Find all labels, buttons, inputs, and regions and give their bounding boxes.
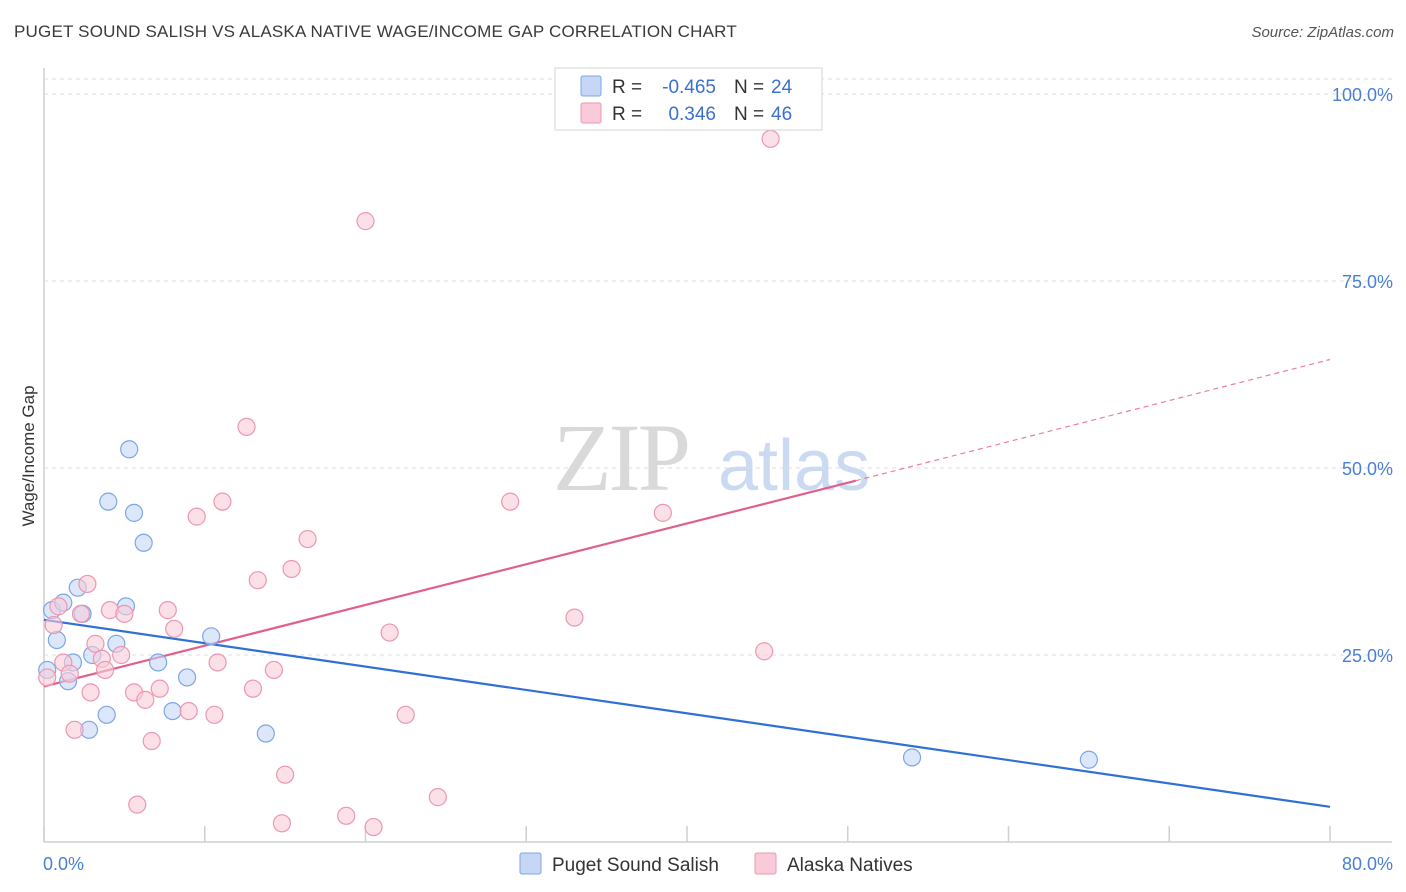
blue-point-16 xyxy=(134,533,153,552)
y-tick-label-3: 100.0% xyxy=(1332,85,1393,105)
pink-point-34 xyxy=(298,529,317,549)
pink-point-20 xyxy=(158,601,177,620)
blue-point-17 xyxy=(149,653,168,672)
pink-point-24 xyxy=(205,705,224,724)
pink-point-26 xyxy=(213,492,232,511)
pink-point-44 xyxy=(755,642,774,661)
legend-n-label-pink: N = xyxy=(734,104,769,125)
legend-r-label-pink: R = xyxy=(612,104,647,125)
pink-point-19 xyxy=(150,679,169,698)
legend: R = -0.465 N = 24 R = 0.346 N = 46 xyxy=(554,67,823,131)
pink-point-38 xyxy=(380,623,399,642)
blue-point-10 xyxy=(97,705,116,724)
pink-point-8 xyxy=(81,683,100,702)
x-tick-label-0: 0.0% xyxy=(43,854,84,874)
pink-point-29 xyxy=(248,571,267,590)
pink-point-30 xyxy=(264,660,283,680)
chart-title: PUGET SOUND SALISH VS ALASKA NATIVE WAGE… xyxy=(14,22,737,41)
blue-point-14 xyxy=(120,440,139,459)
pink-point-31 xyxy=(272,814,292,833)
pink-point-22 xyxy=(179,701,198,721)
data-points xyxy=(38,129,1098,837)
watermark-atlas: atlas xyxy=(718,426,870,506)
bottom-legend-label-pink: Alaska Natives xyxy=(787,855,913,876)
pink-point-17 xyxy=(136,690,155,709)
pink-trend-line xyxy=(43,479,857,688)
pink-point-18 xyxy=(142,731,161,751)
y-tick-label-0: 25.0% xyxy=(1342,646,1393,666)
legend-n-label-blue: N = xyxy=(734,77,769,98)
pink-point-9 xyxy=(86,634,105,653)
pink-point-32 xyxy=(276,765,295,784)
pink-point-36 xyxy=(356,212,375,231)
bottom-legend-swatch-blue xyxy=(519,852,542,875)
blue-point-11 xyxy=(99,492,118,511)
pink-point-27 xyxy=(237,417,256,436)
pink-point-39 xyxy=(396,705,415,724)
pink-point-35 xyxy=(337,806,356,825)
blue-point-2 xyxy=(47,630,66,650)
bottom-legend-swatch-pink xyxy=(754,852,777,875)
pink-point-13 xyxy=(112,645,131,665)
bottom-legend: Puget Sound Salish Alaska Natives xyxy=(519,852,913,876)
pink-point-40 xyxy=(428,788,447,807)
blue-point-21 xyxy=(256,724,275,743)
legend-r-label-blue: R = xyxy=(612,77,647,98)
trend-lines xyxy=(43,358,1331,808)
chart-source: Source: ZipAtlas.com xyxy=(1251,24,1394,41)
x-tick-label-1: 80.0% xyxy=(1342,854,1393,874)
pink-point-5 xyxy=(65,720,84,739)
legend-n-value-pink: 46 xyxy=(771,104,792,125)
pink-point-4 xyxy=(60,664,79,683)
bottom-legend-label-blue: Puget Sound Salish xyxy=(552,855,719,876)
y-tick-label-1: 50.0% xyxy=(1342,459,1393,479)
pink-point-41 xyxy=(501,492,520,511)
tick-labels: 25.0% 50.0% 75.0% 100.0% 0.0% 80.0% xyxy=(43,85,1393,874)
pink-point-23 xyxy=(187,507,206,526)
legend-swatch-blue xyxy=(580,75,602,97)
pink-point-45 xyxy=(761,129,780,148)
blue-point-19 xyxy=(177,668,197,687)
y-axis-label: Wage/Income Gap xyxy=(19,385,38,526)
legend-r-value-blue: -0.465 xyxy=(662,77,716,98)
pink-point-0 xyxy=(38,668,57,687)
pink-point-11 xyxy=(95,660,115,680)
blue-point-18 xyxy=(163,701,182,721)
pink-point-28 xyxy=(243,679,263,698)
blue-point-22 xyxy=(902,748,922,767)
gridlines xyxy=(44,78,1392,656)
y-tick-label-2: 75.0% xyxy=(1342,272,1393,292)
pink-point-37 xyxy=(364,817,383,837)
pink-point-16 xyxy=(128,795,147,814)
watermark: ZIP atlas xyxy=(553,404,870,511)
pink-point-1 xyxy=(44,615,63,635)
pink-point-21 xyxy=(165,619,184,638)
pink-point-33 xyxy=(282,559,301,579)
watermark-zip: ZIP xyxy=(553,404,688,511)
legend-n-value-blue: 24 xyxy=(771,77,793,98)
blue-trend-line xyxy=(43,618,1331,808)
blue-point-15 xyxy=(124,503,144,522)
blue-point-20 xyxy=(202,627,221,646)
legend-r-value-pink: 0.346 xyxy=(668,104,716,125)
pink-point-2 xyxy=(49,597,68,616)
blue-point-23 xyxy=(1079,750,1098,769)
legend-swatch-pink xyxy=(580,102,602,124)
pink-point-25 xyxy=(208,653,227,672)
pink-point-6 xyxy=(71,604,91,623)
pink-point-43 xyxy=(653,503,672,522)
pink-point-7 xyxy=(78,574,97,594)
pink-trend-extension xyxy=(855,358,1331,482)
pink-point-42 xyxy=(565,608,584,627)
pink-point-14 xyxy=(115,604,134,623)
